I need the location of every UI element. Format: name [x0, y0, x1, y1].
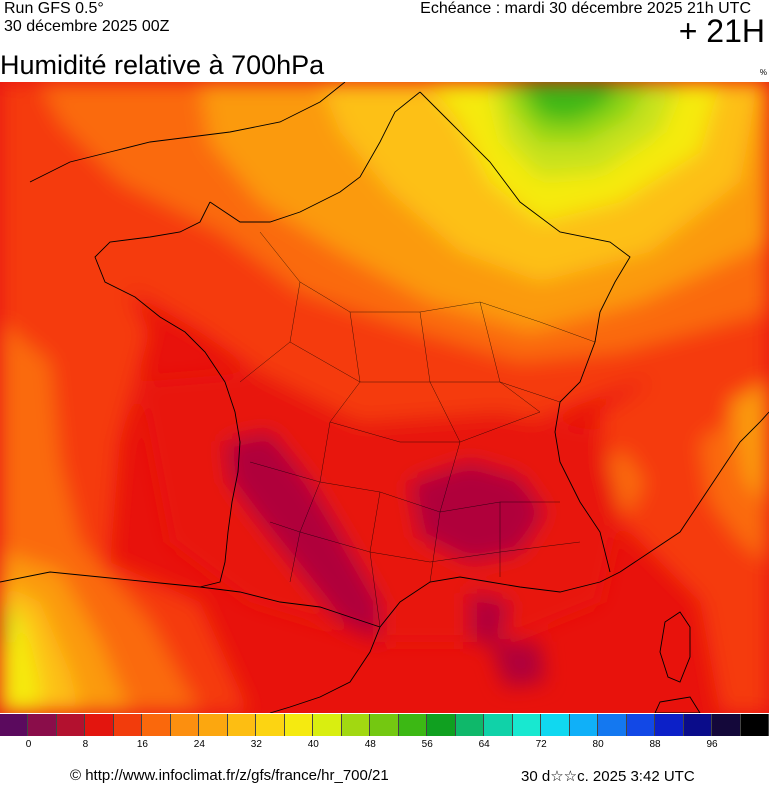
generation-time: 30 d☆☆c. 2025 3:42 UTC [521, 768, 695, 785]
run-label: Run GFS 0.5° [4, 0, 104, 17]
legend-label: 40 [307, 739, 319, 750]
legend-swatch [484, 714, 513, 736]
field-core-mediterranean [470, 592, 510, 642]
legend-swatch [0, 714, 29, 736]
coastline-spain-east [269, 626, 381, 713]
legend-swatch [740, 714, 769, 736]
legend-label: 96 [706, 739, 718, 750]
legend-label: 16 [136, 739, 148, 750]
legend-label: 0 [25, 739, 32, 750]
legend-swatch [227, 714, 257, 736]
legend-label: 24 [193, 739, 205, 750]
source-url: © http://www.infoclimat.fr/z/gfs/france/… [70, 767, 389, 784]
legend-swatch [199, 714, 228, 736]
coastline-uk [29, 82, 346, 183]
legend-label: 80 [592, 739, 604, 750]
field-core-massif-central [410, 462, 545, 562]
legend-label: 56 [421, 739, 433, 750]
legend-swatch [598, 714, 627, 736]
legend-swatch [512, 714, 542, 736]
legend-swatch [712, 714, 741, 736]
border-spain [199, 586, 381, 628]
legend-swatch [341, 714, 371, 736]
legend-swatch [256, 714, 285, 736]
color-legend [0, 714, 769, 736]
legend-swatch [398, 714, 428, 736]
field-band-southwest-green [0, 602, 12, 647]
legend-swatch [113, 714, 143, 736]
map-title: Humidité relative à 700hPa [0, 50, 325, 80]
field-core-southwest [225, 432, 380, 642]
legend-labels: 0 8 16 24 32 40 48 56 64 72 80 88 96 [0, 739, 769, 753]
coastline-spain-north [0, 571, 201, 588]
legend-swatch [655, 714, 684, 736]
legend-swatch [541, 714, 570, 736]
coastline-corsica [659, 611, 691, 683]
coastline-sardinia [654, 696, 701, 713]
legend-swatch [427, 714, 456, 736]
legend-swatch [313, 714, 342, 736]
field-band-east-lighter [730, 382, 769, 502]
unit-label: % [759, 68, 767, 77]
field-band-northeast-green [520, 82, 620, 122]
legend-swatch [142, 714, 171, 736]
region-boundaries [239, 231, 596, 628]
legend-label: 32 [250, 739, 262, 750]
forecast-horizon: + 21H [678, 13, 765, 49]
coastline-mediterranean [379, 571, 621, 628]
humidity-map [0, 82, 769, 713]
legend-swatch [85, 714, 114, 736]
legend-swatch [370, 714, 399, 736]
coastline-atlantic [199, 381, 241, 588]
legend-label: 64 [478, 739, 490, 750]
coastline-italy [619, 411, 769, 573]
legend-swatch [284, 714, 314, 736]
legend-label: 8 [82, 739, 89, 750]
legend-swatch [455, 714, 485, 736]
legend-swatch [569, 714, 599, 736]
legend-swatch [170, 714, 200, 736]
legend-swatch [683, 714, 713, 736]
field-core-gulf-lion [490, 642, 545, 687]
legend-swatch [28, 714, 57, 736]
coastline-brittany [94, 201, 226, 383]
legend-swatch [626, 714, 656, 736]
coastline-channel [209, 91, 421, 223]
legend-label: 72 [535, 739, 547, 750]
border-east [419, 91, 631, 573]
legend-swatch [56, 714, 86, 736]
legend-label: 48 [364, 739, 376, 750]
forecast-valid-time: Echéance : mardi 30 décembre 2025 21h UT… [420, 0, 751, 17]
legend-label: 88 [649, 739, 661, 750]
run-date: 30 décembre 2025 00Z [4, 18, 170, 35]
